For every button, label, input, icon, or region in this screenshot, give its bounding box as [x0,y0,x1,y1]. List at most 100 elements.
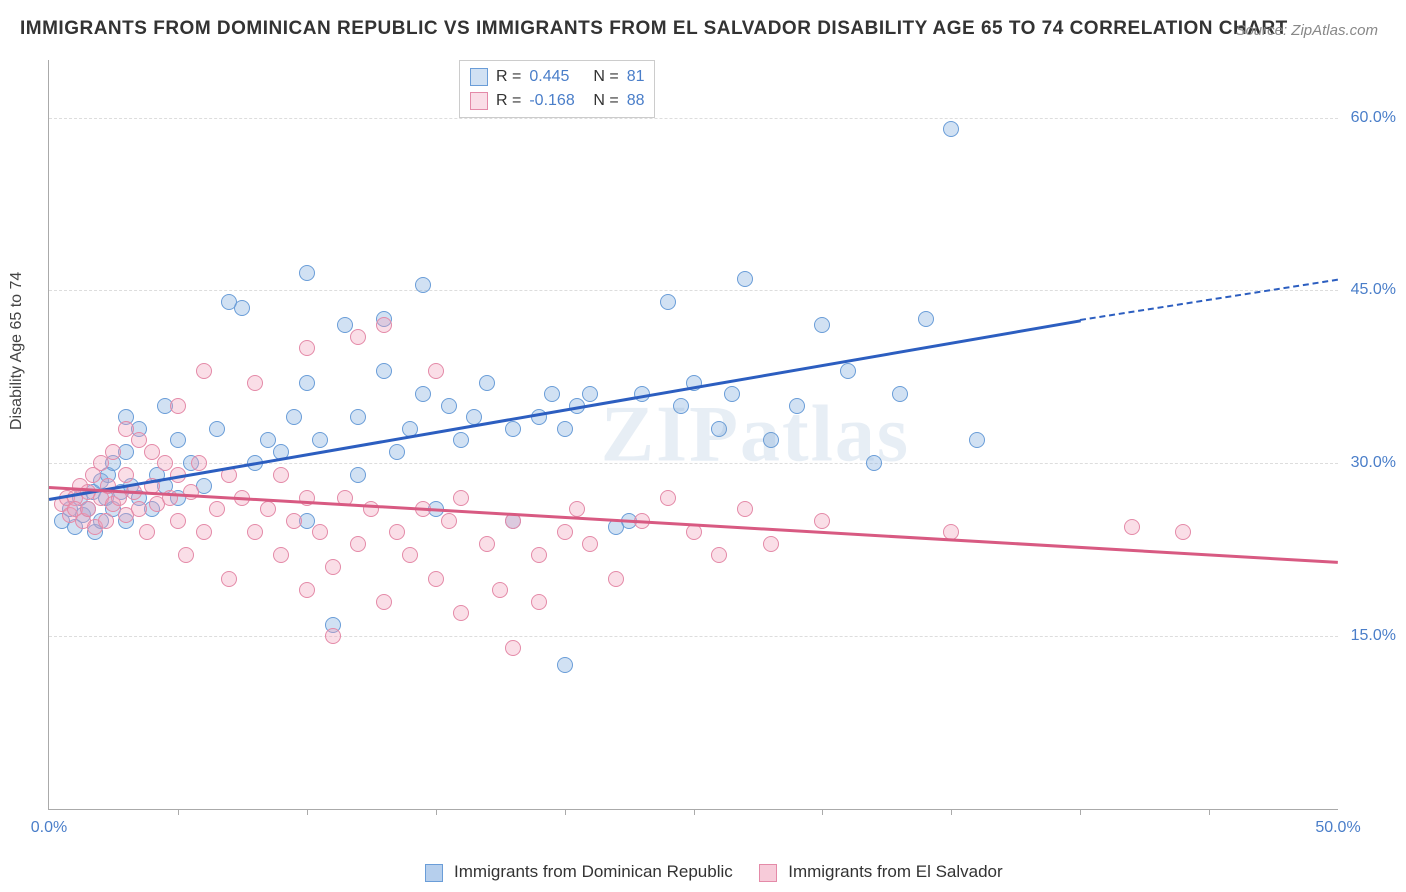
data-point [247,524,263,540]
gridline [49,290,1338,291]
xtick-mark [822,809,823,815]
data-point [531,594,547,610]
bottom-legend: Immigrants from Dominican Republic Immig… [0,862,1406,882]
data-point [569,501,585,517]
data-point [325,628,341,644]
data-point [673,398,689,414]
ytick-label: 60.0% [1351,109,1396,127]
series2-swatch-icon [759,864,777,882]
series2-r-value: -0.168 [529,92,585,110]
xtick-label: 0.0% [31,819,67,837]
plot-area: ZIPatlas R = 0.445 N = 81 R = -0.168 N =… [48,60,1338,810]
data-point [557,421,573,437]
data-point [209,421,225,437]
data-point [247,375,263,391]
data-point [892,386,908,402]
data-point [157,455,173,471]
data-point [582,386,598,402]
data-point [582,536,598,552]
stats-legend-row-2: R = -0.168 N = 88 [470,89,644,113]
data-point [505,640,521,656]
data-point [428,363,444,379]
data-point [389,524,405,540]
stats-legend-box: R = 0.445 N = 81 R = -0.168 N = 88 [459,60,655,118]
r-label: R = [496,68,521,86]
ytick-label: 45.0% [1351,281,1396,299]
data-point [260,432,276,448]
data-point [325,559,341,575]
data-point [608,571,624,587]
data-point [350,536,366,552]
data-point [389,444,405,460]
data-point [131,432,147,448]
data-point [943,121,959,137]
data-point [118,467,134,483]
data-point [131,501,147,517]
series1-r-value: 0.445 [529,68,585,86]
gridline [49,118,1338,119]
data-point [350,409,366,425]
data-point [557,524,573,540]
data-point [557,657,573,673]
data-point [763,536,779,552]
data-point [299,265,315,281]
data-point [531,547,547,563]
n-label: N = [593,68,618,86]
series2-swatch-icon [470,92,488,110]
data-point [453,605,469,621]
data-point [866,455,882,471]
data-point [415,386,431,402]
data-point [402,547,418,563]
data-point [479,375,495,391]
data-point [724,386,740,402]
data-point [763,432,779,448]
data-point [299,375,315,391]
source-label: Source: ZipAtlas.com [1235,22,1378,39]
data-point [711,547,727,563]
data-point [376,317,392,333]
xtick-mark [178,809,179,815]
data-point [544,386,560,402]
xtick-mark [307,809,308,815]
data-point [737,501,753,517]
y-axis-label: Disability Age 65 to 74 [8,272,26,430]
ytick-label: 15.0% [1351,627,1396,645]
data-point [350,329,366,345]
trendline [1080,279,1338,321]
series2-legend-label: Immigrants from El Salvador [788,862,1002,881]
data-point [196,363,212,379]
data-point [178,547,194,563]
xtick-mark [951,809,952,815]
trendline [49,486,1338,563]
data-point [918,311,934,327]
data-point [221,571,237,587]
data-point [814,513,830,529]
data-point [376,594,392,610]
data-point [139,524,155,540]
data-point [299,582,315,598]
series1-swatch-icon [425,864,443,882]
data-point [312,432,328,448]
series2-n-value: 88 [627,92,645,110]
r-label: R = [496,92,521,110]
data-point [415,277,431,293]
data-point [660,294,676,310]
chart-title: IMMIGRANTS FROM DOMINICAN REPUBLIC VS IM… [20,18,1288,40]
data-point [1124,519,1140,535]
data-point [814,317,830,333]
data-point [350,467,366,483]
data-point [196,524,212,540]
watermark-text: ZIPatlas [601,389,910,480]
data-point [170,398,186,414]
data-point [286,409,302,425]
data-point [660,490,676,506]
chart-container: IMMIGRANTS FROM DOMINICAN REPUBLIC VS IM… [0,0,1406,892]
data-point [840,363,856,379]
data-point [98,513,114,529]
data-point [170,513,186,529]
data-point [453,432,469,448]
data-point [376,363,392,379]
data-point [170,432,186,448]
data-point [441,513,457,529]
data-point [686,524,702,540]
